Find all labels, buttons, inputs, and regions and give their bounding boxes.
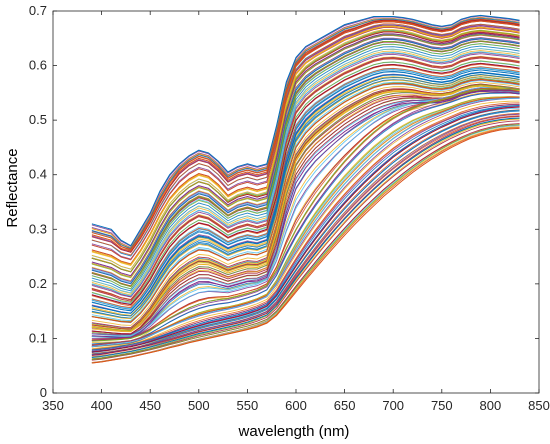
y-tick-label: 0.1 <box>29 330 47 345</box>
filler-spectrum-line <box>91 15 520 247</box>
filler-spectrum-line <box>91 92 520 345</box>
filler-spectrum-line <box>91 89 520 339</box>
filler-spectrum-line <box>91 17 520 249</box>
filler-spectrum-line <box>91 74 520 317</box>
spectrum-line <box>91 20 520 252</box>
x-tick-label: 350 <box>42 398 64 413</box>
filler-spectrum-line <box>91 83 520 330</box>
filler-spectrum-line <box>91 102 520 350</box>
filler-spectrum-line <box>91 38 520 285</box>
filler-spectrum-line <box>91 109 520 353</box>
filler-spectrum-line <box>91 87 520 337</box>
spectrum-line <box>91 88 520 342</box>
x-tick-label: 600 <box>285 398 307 413</box>
y-tick-label: 0.4 <box>29 167 47 182</box>
y-axis-label: Reflectance <box>4 148 21 227</box>
filler-spectrum-line <box>91 69 520 312</box>
spectrum-line <box>91 51 520 297</box>
filler-spectrum-line <box>91 116 520 356</box>
y-tick-label: 0 <box>40 385 47 400</box>
filler-spectrum-line <box>91 53 520 298</box>
filler-spectrum-line <box>91 109 520 355</box>
spectrum-line <box>91 25 520 266</box>
spectrum-line <box>91 127 520 364</box>
x-tick-label: 400 <box>91 398 113 413</box>
filler-spectrum-line <box>91 50 520 296</box>
filler-spectrum-line <box>91 30 520 273</box>
filler-spectrum-line <box>91 37 520 283</box>
x-tick-label: 700 <box>382 398 404 413</box>
filler-spectrum-line <box>91 124 520 361</box>
filler-spectrum-line <box>91 74 520 317</box>
filler-spectrum-line <box>91 17 520 249</box>
filler-spectrum-line <box>91 76 520 320</box>
series-layer <box>91 14 520 364</box>
spectrum-line <box>91 117 520 359</box>
filler-spectrum-line <box>91 87 520 341</box>
x-tick-label: 450 <box>139 398 161 413</box>
filler-spectrum-line <box>91 66 520 309</box>
spectrum-line <box>91 97 520 348</box>
x-tick-label: 800 <box>480 398 502 413</box>
spectrum-line <box>91 72 520 314</box>
spectrum-line <box>91 40 520 288</box>
x-axis-label: wavelength (nm) <box>238 423 350 440</box>
spectrum-line <box>91 62 520 306</box>
filler-spectrum-line <box>91 66 520 309</box>
filler-spectrum-line <box>91 113 520 356</box>
x-tick-label: 750 <box>431 398 453 413</box>
x-tick-label: 500 <box>188 398 210 413</box>
spectrum-line <box>91 90 520 338</box>
filler-spectrum-line <box>91 85 520 333</box>
filler-spectrum-line <box>91 120 520 360</box>
filler-spectrum-line <box>91 81 520 326</box>
filler-spectrum-line <box>91 84 520 331</box>
filler-spectrum-line <box>91 60 520 303</box>
x-tick-label: 850 <box>528 398 550 413</box>
filler-spectrum-line <box>91 92 520 343</box>
spectrum-line <box>91 85 520 332</box>
filler-spectrum-line <box>91 43 520 290</box>
spectrum-line <box>91 78 520 323</box>
tick-layer: 350 400 450 500 550 600 650 700 750 800 850 0 0.1 0.2… <box>29 3 550 413</box>
filler-spectrum-line <box>91 45 520 292</box>
y-tick-label: 0.2 <box>29 276 47 291</box>
y-tick-label: 0.3 <box>29 221 47 236</box>
filler-spectrum-line <box>91 105 520 351</box>
y-tick-label: 0.7 <box>29 3 47 18</box>
filler-spectrum-line <box>91 48 520 294</box>
filler-spectrum-line <box>91 100 520 350</box>
y-tick-label: 0.6 <box>29 58 47 73</box>
x-tick-label: 650 <box>334 398 356 413</box>
y-tick-label: 0.5 <box>29 112 47 127</box>
x-tick-label: 550 <box>237 398 259 413</box>
filler-spectrum-line <box>91 56 520 300</box>
filler-spectrum-line <box>91 29 520 270</box>
filler-spectrum-line <box>91 23 520 257</box>
spectrum-line <box>91 32 520 277</box>
spectrum-line <box>91 106 520 353</box>
filler-spectrum-line <box>91 23 520 261</box>
filler-spectrum-line <box>91 115 520 358</box>
filler-spectrum-line <box>91 105 520 352</box>
spectrum-line <box>91 14 520 247</box>
